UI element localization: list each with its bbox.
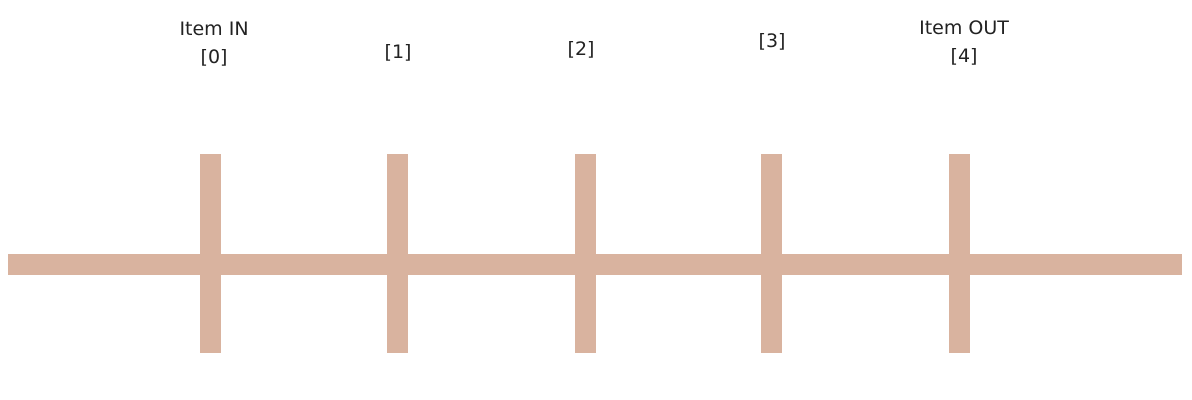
slot-index-1: [1] bbox=[318, 38, 478, 66]
slot-index-4: [4] bbox=[884, 42, 1044, 70]
slot-tick-2 bbox=[575, 154, 596, 353]
slot-tick-1 bbox=[387, 154, 408, 353]
slot-tick-0 bbox=[200, 154, 221, 353]
slot-index-0: [0] bbox=[134, 43, 294, 71]
slot-label-2: [2] bbox=[501, 35, 661, 63]
slot-index-2: [2] bbox=[501, 35, 661, 63]
slot-label-4: Item OUT [4] bbox=[884, 14, 1044, 70]
slot-label-1: [1] bbox=[318, 38, 478, 66]
slot-label-0: Item IN [0] bbox=[134, 15, 294, 71]
slot-label-3: [3] bbox=[692, 27, 852, 55]
slot-index-3: [3] bbox=[692, 27, 852, 55]
slot-title-4: Item OUT bbox=[884, 14, 1044, 42]
slot-tick-3 bbox=[761, 154, 782, 353]
slot-title-0: Item IN bbox=[134, 15, 294, 43]
slot-tick-4 bbox=[949, 154, 970, 353]
